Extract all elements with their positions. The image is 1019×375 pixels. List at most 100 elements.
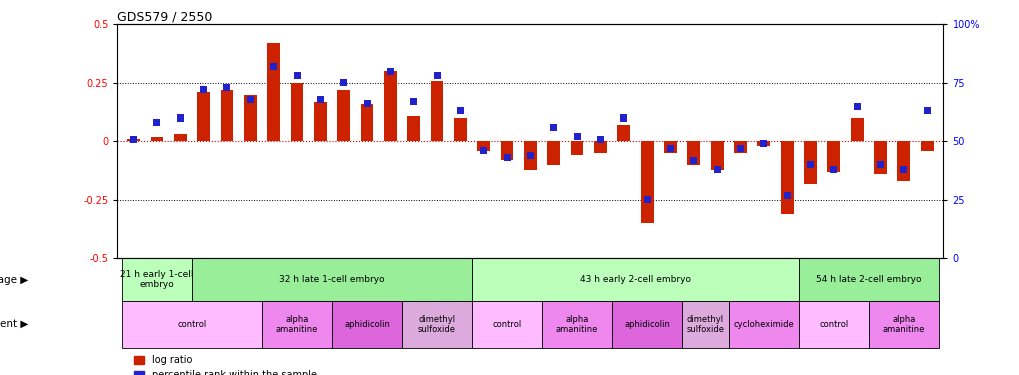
- Bar: [757, 141, 769, 146]
- Bar: [573, 133, 580, 140]
- Bar: [176, 114, 183, 122]
- Bar: [780, 141, 793, 214]
- Text: 32 h late 1-cell embryo: 32 h late 1-cell embryo: [279, 275, 384, 284]
- Text: control: control: [818, 320, 848, 329]
- Bar: [503, 154, 511, 161]
- Bar: [332, 301, 401, 348]
- Bar: [826, 141, 840, 172]
- Bar: [897, 141, 909, 181]
- Bar: [643, 196, 650, 204]
- Bar: [547, 141, 559, 165]
- Text: dimethyl
sulfoxide: dimethyl sulfoxide: [418, 315, 455, 334]
- Bar: [593, 141, 606, 153]
- Text: 21 h early 1-cell
embryo: 21 h early 1-cell embryo: [120, 270, 194, 290]
- Bar: [314, 102, 326, 141]
- Text: agent ▶: agent ▶: [0, 320, 29, 329]
- Bar: [457, 108, 464, 114]
- Bar: [153, 119, 160, 126]
- Bar: [900, 166, 907, 173]
- Bar: [873, 141, 887, 174]
- Bar: [433, 72, 440, 80]
- Bar: [527, 152, 533, 159]
- Bar: [736, 145, 743, 152]
- Bar: [923, 108, 929, 114]
- Text: 54 h late 2-cell embryo: 54 h late 2-cell embryo: [815, 275, 920, 284]
- Bar: [270, 63, 277, 70]
- Bar: [500, 141, 513, 160]
- Text: aphidicolin: aphidicolin: [343, 320, 389, 329]
- Legend: log ratio, percentile rank within the sample: log ratio, percentile rank within the sa…: [130, 351, 320, 375]
- Bar: [192, 258, 472, 301]
- Bar: [611, 301, 682, 348]
- Bar: [920, 141, 932, 151]
- Bar: [690, 157, 697, 164]
- Bar: [728, 301, 798, 348]
- Bar: [541, 301, 611, 348]
- Bar: [713, 166, 719, 173]
- Bar: [430, 81, 443, 141]
- Bar: [122, 258, 192, 301]
- Bar: [244, 94, 257, 141]
- Text: GDS579 / 2550: GDS579 / 2550: [117, 10, 213, 23]
- Bar: [317, 96, 324, 103]
- Bar: [759, 140, 766, 147]
- Bar: [480, 147, 487, 154]
- Bar: [151, 137, 163, 141]
- Bar: [453, 118, 467, 141]
- Bar: [410, 98, 417, 105]
- Bar: [798, 301, 868, 348]
- Bar: [783, 192, 790, 199]
- Bar: [663, 141, 677, 153]
- Bar: [127, 139, 140, 141]
- Bar: [682, 301, 728, 348]
- Bar: [472, 301, 541, 348]
- Bar: [173, 134, 186, 141]
- Text: alpha
amanitine: alpha amanitine: [881, 315, 924, 334]
- Bar: [361, 104, 373, 141]
- Bar: [130, 136, 137, 142]
- Bar: [829, 166, 837, 173]
- Text: cycloheximide: cycloheximide: [733, 320, 794, 329]
- Bar: [549, 124, 556, 131]
- Bar: [337, 90, 350, 141]
- Text: 43 h early 2-cell embryo: 43 h early 2-cell embryo: [580, 275, 690, 284]
- Bar: [798, 258, 937, 301]
- Bar: [853, 103, 860, 110]
- Bar: [247, 96, 254, 103]
- Bar: [868, 301, 937, 348]
- Bar: [876, 161, 883, 168]
- Bar: [524, 141, 536, 170]
- Text: control: control: [177, 320, 207, 329]
- Bar: [200, 86, 207, 93]
- Bar: [472, 258, 798, 301]
- Text: control: control: [492, 320, 521, 329]
- Bar: [197, 92, 210, 141]
- Bar: [806, 161, 813, 168]
- Bar: [850, 118, 863, 141]
- Bar: [570, 141, 583, 156]
- Bar: [596, 136, 603, 142]
- Bar: [407, 116, 420, 141]
- Bar: [620, 114, 627, 122]
- Bar: [220, 90, 233, 141]
- Bar: [386, 68, 393, 75]
- Text: alpha
amanitine: alpha amanitine: [555, 315, 598, 334]
- Bar: [262, 301, 332, 348]
- Bar: [340, 80, 346, 86]
- Bar: [223, 84, 230, 91]
- Bar: [710, 141, 722, 170]
- Bar: [293, 72, 301, 80]
- Text: dimethyl
sulfoxide: dimethyl sulfoxide: [686, 315, 723, 334]
- Bar: [666, 145, 674, 152]
- Bar: [267, 43, 280, 141]
- Bar: [803, 141, 816, 183]
- Bar: [383, 71, 396, 141]
- Text: alpha
amanitine: alpha amanitine: [275, 315, 318, 334]
- Bar: [401, 301, 472, 348]
- Text: development stage ▶: development stage ▶: [0, 275, 29, 285]
- Bar: [363, 100, 370, 108]
- Bar: [122, 301, 262, 348]
- Bar: [290, 83, 303, 141]
- Bar: [616, 125, 630, 141]
- Text: aphidicolin: aphidicolin: [624, 320, 669, 329]
